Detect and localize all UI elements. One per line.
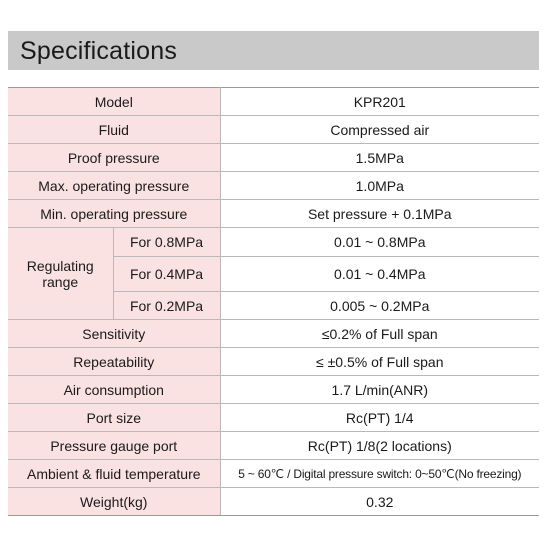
row-value-port-size: Rc(PT) 1/4 [219, 403, 540, 432]
row-value-repeatability: ≤ ±0.5% of Full span [219, 347, 540, 376]
table-row: Fluid Compressed air [8, 115, 540, 144]
row-label-repeatability: Repeatability [8, 347, 221, 376]
table-row: Sensitivity ≤0.2% of Full span [8, 319, 540, 348]
row-label-min-operating-pressure: Min. operating pressure [8, 199, 221, 228]
page-title: Specifications [20, 37, 178, 65]
range-sub-label-0.4: For 0.4MPa [113, 256, 221, 292]
row-value-max-operating-pressure: 1.0MPa [219, 171, 540, 200]
table-row: Air consumption 1.7 L/min(ANR) [8, 375, 540, 404]
row-value-pressure-gauge-port: Rc(PT) 1/8(2 locations) [219, 431, 540, 460]
row-label-model: Model [8, 87, 221, 116]
table-row: Pressure gauge port Rc(PT) 1/8(2 locatio… [8, 431, 540, 460]
regulating-range-line1: Regulating [26, 257, 94, 274]
row-label-air-consumption: Air consumption [8, 375, 221, 404]
table-row: Weight(kg) 0.32 [8, 487, 540, 516]
row-value-model: KPR201 [219, 87, 540, 116]
table-row: Max. operating pressure 1.0MPa [8, 171, 540, 200]
spec-table: Model KPR201 Fluid Compressed air Proof … [8, 87, 540, 516]
row-value-sensitivity: ≤0.2% of Full span [219, 319, 540, 348]
range-value-0.2: 0.005 ~ 0.2MPa [219, 291, 540, 320]
range-value-0.4: 0.01 ~ 0.4MPa [219, 256, 540, 292]
table-row: Repeatability ≤ ±0.5% of Full span [8, 347, 540, 376]
table-row: Regulating range For 0.8MPa 0.01 ~ 0.8MP… [8, 227, 540, 320]
row-label-pressure-gauge-port: Pressure gauge port [8, 431, 221, 460]
row-label-proof-pressure: Proof pressure [8, 143, 221, 172]
row-label-fluid: Fluid [8, 115, 221, 144]
table-row: Min. operating pressure Set pressure + 0… [8, 199, 540, 228]
row-label-max-operating-pressure: Max. operating pressure [8, 171, 221, 200]
table-row: For 0.2MPa 0.005 ~ 0.2MPa [8, 291, 540, 320]
range-sub-label-0.2: For 0.2MPa [113, 291, 221, 320]
row-value-proof-pressure: 1.5MPa [219, 143, 540, 172]
row-value-air-consumption: 1.7 L/min(ANR) [219, 375, 540, 404]
table-row: Model KPR201 [8, 87, 540, 116]
row-label-weight: Weight(kg) [8, 487, 221, 516]
regulating-range-line2: range [42, 273, 79, 290]
table-row: Port size Rc(PT) 1/4 [8, 403, 540, 432]
row-value-min-operating-pressure: Set pressure + 0.1MPa [219, 199, 540, 228]
table-row: Proof pressure 1.5MPa [8, 143, 540, 172]
row-value-fluid: Compressed air [219, 115, 540, 144]
range-value-0.8: 0.01 ~ 0.8MPa [219, 227, 540, 257]
table-row: For 0.4MPa 0.01 ~ 0.4MPa [8, 256, 540, 292]
row-label-ambient-fluid-temperature: Ambient & fluid temperature [8, 459, 221, 488]
table-row: Ambient & fluid temperature 5 ~ 60℃ / Di… [8, 459, 540, 488]
row-label-regulating-range: Regulating range [8, 227, 114, 320]
row-value-weight: 0.32 [219, 487, 540, 516]
row-value-ambient-fluid-temperature: 5 ~ 60℃ / Digital pressure switch: 0~50℃… [219, 459, 540, 488]
section-header: Specifications [8, 31, 539, 70]
range-sub-label-0.8: For 0.8MPa [112, 227, 221, 257]
row-label-port-size: Port size [8, 403, 221, 432]
row-label-sensitivity: Sensitivity [8, 319, 221, 348]
